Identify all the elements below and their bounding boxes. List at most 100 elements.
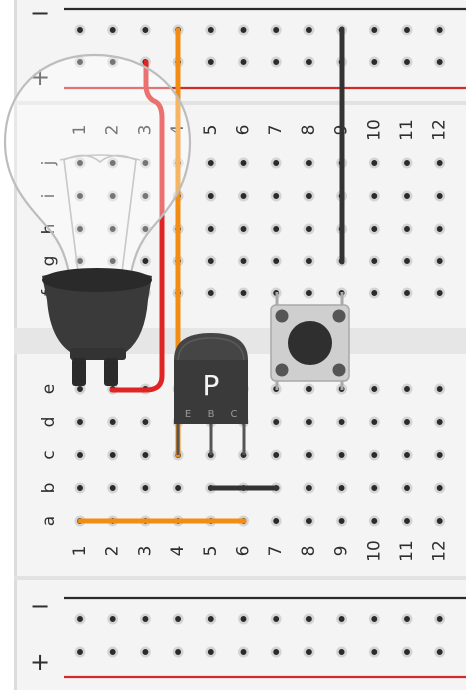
breadboard-hole[interactable] — [434, 287, 446, 299]
breadboard-hole[interactable] — [139, 157, 151, 169]
breadboard-hole[interactable] — [434, 416, 446, 428]
breadboard-hole[interactable] — [401, 449, 413, 461]
breadboard-hole[interactable] — [139, 416, 151, 428]
breadboard-hole[interactable] — [238, 157, 249, 169]
breadboard-hole[interactable] — [434, 515, 446, 527]
breadboard-hole[interactable] — [238, 190, 249, 202]
breadboard-hole[interactable] — [401, 255, 413, 267]
breadboard-hole[interactable] — [139, 255, 151, 267]
breadboard-hole[interactable] — [434, 383, 446, 395]
breadboard-hole[interactable] — [270, 515, 282, 527]
breadboard-hole[interactable] — [205, 223, 217, 235]
rail-hole[interactable] — [401, 646, 413, 658]
breadboard-hole[interactable] — [401, 223, 413, 235]
breadboard-hole[interactable] — [107, 190, 119, 202]
breadboard-hole[interactable] — [434, 157, 446, 169]
breadboard-hole[interactable] — [270, 255, 282, 267]
breadboard-hole[interactable] — [74, 255, 86, 267]
breadboard-hole[interactable] — [368, 223, 380, 235]
rail-hole[interactable] — [270, 24, 282, 36]
rail-hole[interactable] — [139, 613, 151, 625]
push-button[interactable] — [270, 292, 350, 390]
breadboard-hole[interactable] — [336, 515, 348, 527]
breadboard-hole[interactable] — [205, 157, 217, 169]
breadboard-hole[interactable] — [303, 255, 315, 267]
rail-hole[interactable] — [205, 646, 217, 658]
breadboard-hole[interactable] — [107, 223, 119, 235]
rail-hole[interactable] — [336, 613, 348, 625]
breadboard-hole[interactable] — [205, 190, 217, 202]
rail-hole[interactable] — [139, 646, 151, 658]
rail-hole[interactable] — [107, 24, 119, 36]
rail-hole[interactable] — [238, 24, 249, 36]
breadboard-hole[interactable] — [401, 287, 413, 299]
rail-hole[interactable] — [107, 56, 119, 68]
rail-hole[interactable] — [107, 646, 119, 658]
rail-hole[interactable] — [74, 646, 86, 658]
breadboard-hole[interactable] — [139, 223, 151, 235]
rail-hole[interactable] — [270, 56, 282, 68]
rail-hole[interactable] — [303, 646, 315, 658]
breadboard-hole[interactable] — [303, 515, 315, 527]
breadboard-hole[interactable] — [139, 482, 151, 494]
breadboard-hole[interactable] — [139, 190, 151, 202]
rail-hole[interactable] — [303, 24, 315, 36]
breadboard-hole[interactable] — [205, 255, 217, 267]
breadboard-hole[interactable] — [238, 223, 249, 235]
rail-hole[interactable] — [74, 613, 86, 625]
button-cap[interactable] — [288, 321, 332, 365]
breadboard-hole[interactable] — [107, 416, 119, 428]
breadboard-hole[interactable] — [368, 482, 380, 494]
rail-hole[interactable] — [401, 24, 413, 36]
rail-hole[interactable] — [238, 56, 249, 68]
breadboard-hole[interactable] — [434, 190, 446, 202]
rail-hole[interactable] — [401, 56, 413, 68]
breadboard-hole[interactable] — [107, 157, 119, 169]
breadboard-hole[interactable] — [303, 482, 315, 494]
breadboard-hole[interactable] — [434, 255, 446, 267]
rail-hole[interactable] — [303, 613, 315, 625]
breadboard-hole[interactable] — [401, 383, 413, 395]
rail-hole[interactable] — [434, 613, 446, 625]
breadboard-hole[interactable] — [270, 223, 282, 235]
rail-hole[interactable] — [368, 646, 380, 658]
breadboard-hole[interactable] — [368, 515, 380, 527]
breadboard-hole[interactable] — [74, 157, 86, 169]
breadboard-hole[interactable] — [401, 515, 413, 527]
breadboard-hole[interactable] — [74, 383, 86, 395]
breadboard-hole[interactable] — [434, 482, 446, 494]
breadboard-hole[interactable] — [107, 255, 119, 267]
rail-hole[interactable] — [172, 646, 184, 658]
rail-hole[interactable] — [368, 24, 380, 36]
rail-hole[interactable] — [238, 646, 249, 658]
rail-hole[interactable] — [368, 613, 380, 625]
rail-hole[interactable] — [270, 646, 282, 658]
rail-hole[interactable] — [270, 613, 282, 625]
breadboard-hole[interactable] — [368, 383, 380, 395]
rail-hole[interactable] — [205, 56, 217, 68]
breadboard-hole[interactable] — [74, 482, 86, 494]
transistor[interactable]: P E B C — [174, 333, 248, 455]
breadboard-hole[interactable] — [336, 482, 348, 494]
breadboard-hole[interactable] — [107, 482, 119, 494]
breadboard-hole[interactable] — [303, 223, 315, 235]
breadboard-hole[interactable] — [401, 157, 413, 169]
rail-hole[interactable] — [434, 646, 446, 658]
breadboard-hole[interactable] — [368, 449, 380, 461]
breadboard-hole[interactable] — [368, 416, 380, 428]
rail-hole[interactable] — [74, 24, 86, 36]
breadboard-hole[interactable] — [74, 416, 86, 428]
light-bulb[interactable] — [3, 53, 192, 386]
breadboard-hole[interactable] — [303, 190, 315, 202]
breadboard-hole[interactable] — [107, 449, 119, 461]
rail-hole[interactable] — [434, 24, 446, 36]
breadboard-hole[interactable] — [172, 482, 184, 494]
red-wire-to-bulb[interactable] — [109, 59, 165, 393]
breadboard-hole[interactable] — [401, 482, 413, 494]
rail-hole[interactable] — [238, 613, 249, 625]
rail-hole[interactable] — [434, 56, 446, 68]
rail-hole[interactable] — [74, 56, 86, 68]
rail-hole[interactable] — [303, 56, 315, 68]
breadboard-hole[interactable] — [238, 287, 249, 299]
rail-hole[interactable] — [368, 56, 380, 68]
